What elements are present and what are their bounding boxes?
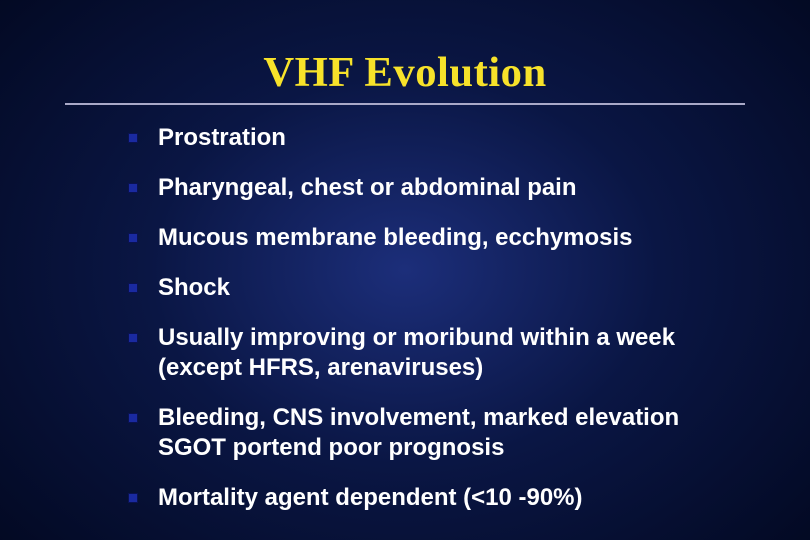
slide: VHF Evolution Prostration Pharyngeal, ch…	[0, 0, 810, 540]
title-divider	[65, 103, 745, 105]
slide-title: VHF Evolution	[60, 48, 750, 97]
list-item: Bleeding, CNS involvement, marked elevat…	[128, 403, 728, 463]
list-item: Prostration	[128, 123, 728, 153]
list-item: Shock	[128, 273, 728, 303]
list-item: Pharyngeal, chest or abdominal pain	[128, 173, 728, 203]
list-item: Mortality agent dependent (<10 -90%)	[128, 483, 728, 513]
bullet-list: Prostration Pharyngeal, chest or abdomin…	[128, 123, 728, 513]
list-item: Usually improving or moribund within a w…	[128, 323, 728, 383]
list-item: Mucous membrane bleeding, ecchymosis	[128, 223, 728, 253]
